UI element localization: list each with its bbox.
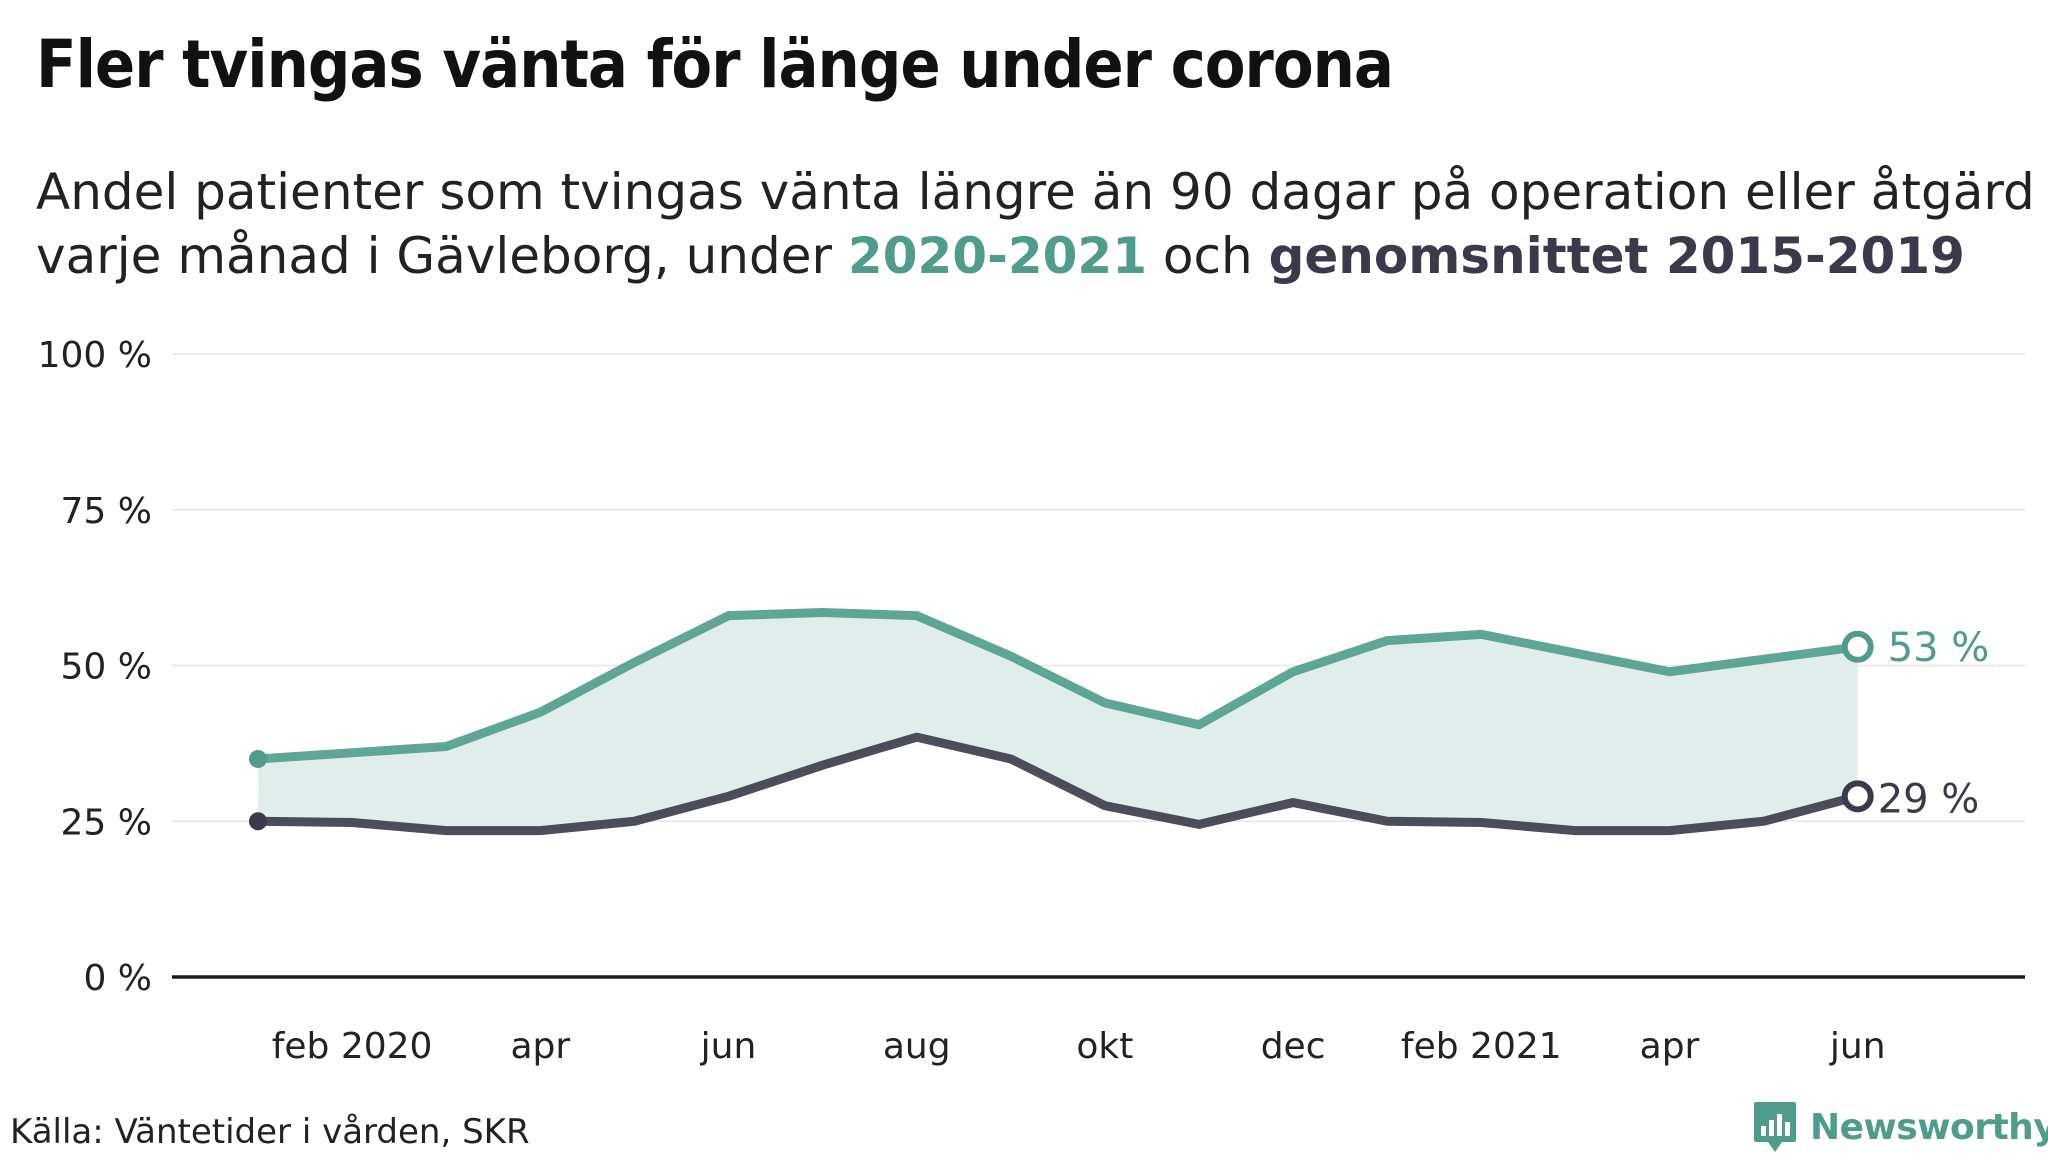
y-tick-label-100: 100 % <box>38 335 152 376</box>
y-axis-tick-labels: 0 % 25 % 50 % 75 % 100 % <box>38 335 152 999</box>
series-end-marker-1 <box>1841 780 1874 813</box>
subtitle-text-1: Andel patienter som tvingas vänta längre… <box>36 163 2035 285</box>
gap-area <box>258 612 1858 831</box>
subtitle-text-2: och <box>1147 227 1269 285</box>
x-tick-label-0: feb 2020 <box>272 1026 433 1067</box>
newsworthy-logo: Newsworthy <box>1752 1100 2048 1154</box>
x-tick-label-5: dec <box>1261 1026 1326 1067</box>
subtitle-highlight-average: genomsnittet 2015-2019 <box>1268 227 1965 285</box>
x-tick-label-6: feb 2021 <box>1401 1026 1562 1067</box>
series-end-label-1: 29 % <box>1878 776 1980 822</box>
chart-subtitle: Andel patienter som tvingas vänta längre… <box>36 160 2036 288</box>
series-end-label-0: 53 % <box>1888 625 1990 671</box>
x-tick-label-2: jun <box>700 1026 757 1067</box>
x-tick-label-1: apr <box>510 1026 570 1067</box>
series-lines <box>253 608 1863 836</box>
end-labels: 53 % 29 % <box>1878 625 1990 823</box>
series-markers <box>249 630 1874 831</box>
line-chart: 0 % 25 % 50 % 75 % 100 % feb 2020 apr jun aug ok… <box>38 335 2025 1067</box>
newsworthy-logo-icon <box>1754 1102 1796 1152</box>
series-end-marker-0 <box>1841 630 1874 663</box>
x-tick-label-3: aug <box>883 1026 951 1067</box>
subtitle-highlight-2020-2021: 2020-2021 <box>847 227 1147 285</box>
y-tick-label-25: 25 % <box>61 802 152 843</box>
series-line-0 <box>253 608 1863 764</box>
series-start-marker-0 <box>249 749 267 768</box>
x-tick-label-7: apr <box>1640 1026 1700 1067</box>
newsworthy-logo-text: Newsworthy <box>1810 1106 2048 1148</box>
chart-title: Fler tvingas vänta för länge under coron… <box>36 26 1394 103</box>
series-line-1 <box>253 732 1863 836</box>
series-start-marker-1 <box>249 812 267 831</box>
source-note: Källa: Väntetider i vården, SKR <box>10 1112 530 1152</box>
y-tick-label-50: 50 % <box>61 647 152 688</box>
x-axis-tick-labels: feb 2020 apr jun aug okt dec feb 2021 apr jun <box>272 1026 1886 1067</box>
x-tick-label-8: jun <box>1829 1026 1886 1067</box>
y-tick-label-75: 75 % <box>61 491 152 532</box>
x-tick-label-4: okt <box>1076 1026 1133 1067</box>
y-tick-label-0: 0 % <box>83 958 152 999</box>
